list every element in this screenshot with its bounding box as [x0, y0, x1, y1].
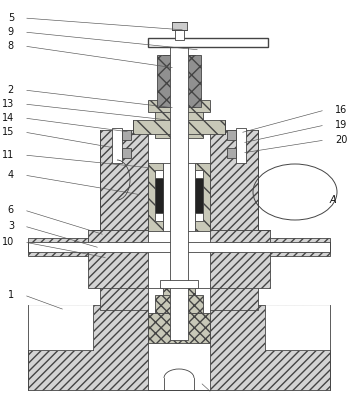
Text: 8: 8 — [8, 41, 14, 51]
Bar — [88, 230, 270, 288]
Bar — [183, 55, 201, 107]
Bar — [122, 148, 131, 158]
Bar — [148, 130, 210, 230]
Bar — [148, 285, 210, 390]
Bar — [227, 148, 236, 158]
Bar — [265, 305, 330, 350]
Text: 16: 16 — [335, 105, 347, 115]
Bar — [112, 128, 122, 163]
Bar — [183, 108, 203, 138]
Text: 10: 10 — [2, 237, 14, 247]
Bar — [148, 38, 268, 47]
Bar — [227, 130, 236, 140]
Bar — [28, 242, 330, 252]
Bar — [270, 238, 330, 256]
Bar — [148, 313, 210, 343]
Bar — [155, 213, 163, 221]
Bar — [163, 285, 195, 305]
Bar — [155, 108, 175, 138]
Bar — [195, 178, 203, 213]
Text: 20: 20 — [335, 135, 347, 145]
Bar — [195, 170, 203, 178]
Bar — [148, 163, 163, 231]
Bar — [163, 163, 195, 231]
Text: 2: 2 — [8, 85, 14, 95]
Text: 9: 9 — [8, 27, 14, 37]
Text: 6: 6 — [8, 205, 14, 215]
Text: A: A — [330, 195, 337, 205]
Bar — [236, 128, 246, 163]
Bar — [163, 55, 185, 107]
Text: 13: 13 — [2, 99, 14, 109]
Text: 15: 15 — [2, 127, 14, 137]
Bar — [28, 305, 93, 350]
Text: 11: 11 — [2, 150, 14, 160]
Text: 3: 3 — [8, 221, 14, 231]
Text: 5: 5 — [8, 13, 14, 23]
Bar — [122, 130, 131, 140]
Bar — [148, 230, 210, 288]
Text: 4: 4 — [8, 170, 14, 180]
Bar — [100, 285, 258, 310]
Bar — [195, 163, 210, 231]
Bar — [133, 120, 225, 134]
Text: 1: 1 — [8, 290, 14, 300]
Bar — [170, 45, 188, 340]
Bar — [155, 170, 163, 178]
Bar — [195, 213, 203, 221]
Bar — [155, 178, 163, 213]
Bar — [28, 305, 330, 390]
Bar — [173, 55, 195, 107]
Text: 19: 19 — [335, 120, 347, 130]
Bar — [148, 100, 210, 112]
Bar — [28, 238, 88, 256]
Bar — [155, 295, 203, 313]
Bar — [175, 28, 184, 40]
Bar — [160, 280, 198, 288]
Bar — [100, 130, 258, 230]
Bar — [172, 22, 187, 30]
Bar — [157, 55, 175, 107]
Text: 14: 14 — [2, 113, 14, 123]
